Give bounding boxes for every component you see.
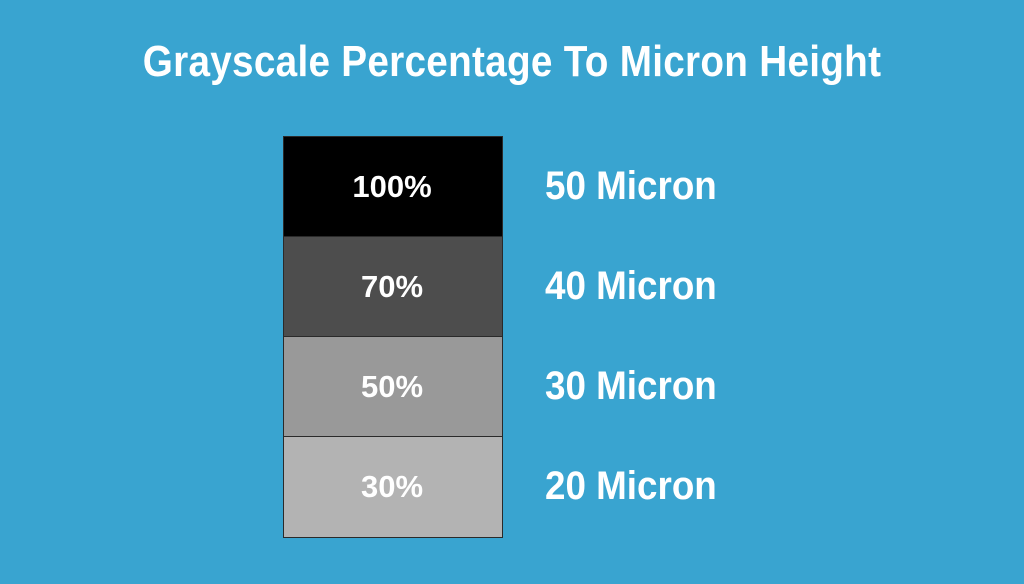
swatch-percentage-label: 30% — [360, 469, 424, 504]
grayscale-column: 100% 70% 50% 30% — [283, 136, 503, 538]
grayscale-swatch-50: 50% — [284, 337, 502, 437]
grayscale-swatch-100: 100% — [284, 137, 502, 237]
micron-height-label: 30 Micron — [545, 363, 717, 408]
micron-height-column: 50 Micron 40 Micron 30 Micron 20 Micron — [545, 136, 732, 536]
micron-height-label: 50 Micron — [545, 163, 717, 208]
swatch-percentage-label: 70% — [360, 268, 424, 304]
grayscale-swatch-30: 30% — [284, 437, 502, 537]
swatch-percentage-label: 100% — [352, 168, 432, 204]
micron-height-label: 20 Micron — [545, 463, 717, 508]
grayscale-swatch-70: 70% — [284, 237, 502, 337]
micron-height-label: 40 Micron — [545, 263, 717, 308]
diagram-title: Grayscale Percentage To Micron Height — [142, 37, 882, 86]
swatch-percentage-label: 50% — [360, 368, 424, 404]
